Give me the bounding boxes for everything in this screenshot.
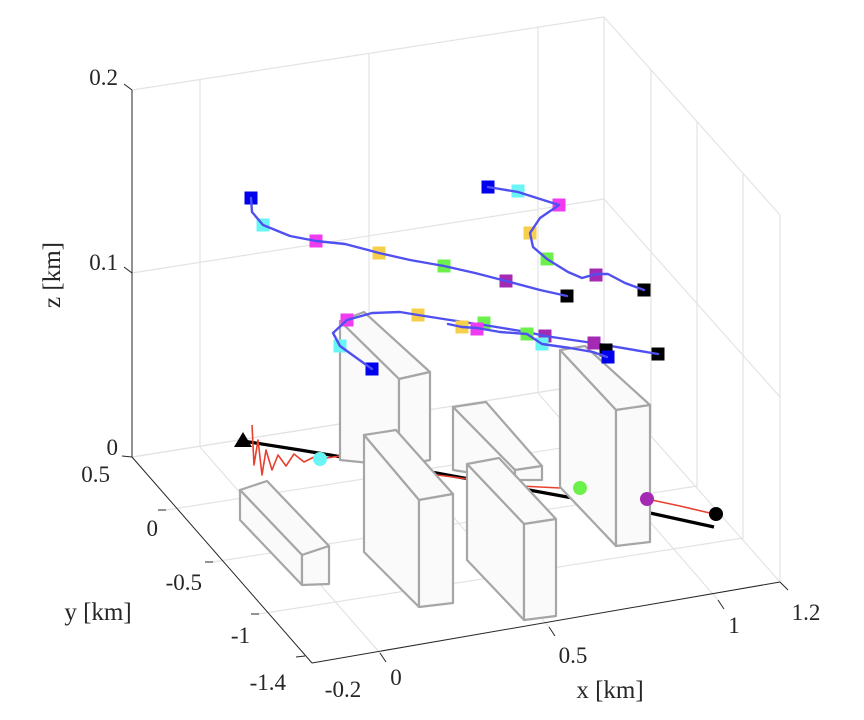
- z-tick-label: 0.1: [89, 250, 118, 275]
- trajectory-line: [446, 322, 609, 359]
- y-tick-label: 0: [147, 516, 159, 541]
- z-tick-label: 0.2: [89, 65, 118, 90]
- start-triangle-marker: [234, 432, 252, 447]
- waypoint-circle-marker: [640, 492, 654, 506]
- z-tick-label: 0: [107, 435, 119, 460]
- x-axis-line: [311, 581, 781, 664]
- uav-trajectory-1: [244, 191, 574, 303]
- y-tick-label: -1.4: [250, 670, 287, 695]
- obstacle-front-middle: [465, 456, 558, 622]
- uav-trajectory-2: [481, 180, 651, 297]
- x-tick-label: 1.2: [792, 600, 821, 625]
- trajectory-line: [249, 196, 569, 298]
- x-tick-label: 1: [728, 613, 740, 638]
- y-tick-label: 0.5: [81, 462, 110, 487]
- uav-trajectory-4: [446, 320, 615, 364]
- ground-markers: [234, 432, 723, 521]
- y-axis-label: y [km]: [64, 599, 131, 626]
- y-axis-line: [131, 456, 313, 664]
- x-axis-label: x [km]: [576, 677, 643, 704]
- x-tick-label: 0: [390, 665, 402, 690]
- x-tick-label: -0.2: [325, 677, 361, 702]
- obstacles: [238, 310, 652, 622]
- y-tick-label: -0.5: [166, 570, 202, 595]
- obstacle-small-left: [238, 479, 331, 587]
- waypoint-circle-marker: [709, 507, 723, 521]
- uav-trajectories: [244, 180, 665, 376]
- trajectory-line: [331, 310, 660, 371]
- waypoint-circle-marker: [573, 481, 587, 495]
- grid-lines: [131, 16, 781, 654]
- tick-labels: 0.2 0.1 0 0.5 0 -0.5 -1 -1.4 -0.2 0 0.5 …: [81, 65, 820, 702]
- waypoint-square-marker: [587, 336, 601, 350]
- y-tick-label: -1: [231, 623, 250, 648]
- waypoint-circle-marker: [313, 452, 327, 466]
- z-axis-label: z [km]: [39, 242, 66, 308]
- obstacle-front-left: [362, 428, 455, 609]
- trajectory-line: [486, 185, 646, 292]
- axes: [121, 83, 789, 664]
- x-tick-label: 0.5: [559, 643, 588, 668]
- obstacle-right: [558, 344, 652, 548]
